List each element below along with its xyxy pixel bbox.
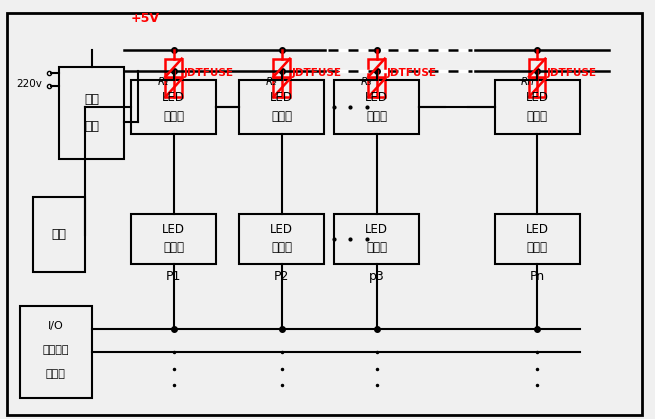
Text: I/O: I/O [48, 321, 64, 331]
Text: 显示屏: 显示屏 [163, 241, 184, 254]
Text: R₁: R₁ [158, 77, 170, 87]
Text: LED: LED [365, 223, 388, 236]
Text: +5V: +5V [131, 12, 160, 26]
Text: LED: LED [162, 91, 185, 103]
Text: 驱动板: 驱动板 [163, 110, 184, 123]
Text: LED: LED [365, 91, 388, 103]
Text: p3: p3 [369, 270, 384, 283]
Text: 驱动板: 驱动板 [366, 110, 387, 123]
Text: Rn: Rn [520, 77, 534, 87]
Text: 信号分配: 信号分配 [43, 345, 69, 355]
Bar [495, 80, 580, 134]
Text: R₃: R₃ [361, 77, 373, 87]
Text: P1: P1 [166, 270, 181, 283]
Bar [20, 306, 92, 398]
Bar [239, 214, 324, 264]
Bar [131, 80, 216, 134]
Bar [165, 79, 181, 97]
Text: LED: LED [270, 91, 293, 103]
Text: LED: LED [270, 223, 293, 236]
Text: 显示屏: 显示屏 [527, 241, 548, 254]
Text: 显示屏: 显示屏 [271, 241, 292, 254]
Bar [334, 80, 419, 134]
Text: JDTFUSE: JDTFUSE [386, 68, 436, 78]
Text: 驱动板: 驱动板 [527, 110, 548, 123]
Text: R₂: R₂ [266, 77, 278, 87]
Text: 开关: 开关 [84, 93, 99, 106]
Text: LED: LED [162, 223, 185, 236]
Text: 电源: 电源 [84, 120, 99, 134]
Text: LED: LED [525, 223, 549, 236]
Text: JDTFUSE: JDTFUSE [183, 68, 233, 78]
Text: 驱动板: 驱动板 [271, 110, 292, 123]
Bar [529, 59, 545, 77]
Text: LED: LED [525, 91, 549, 103]
Bar [274, 79, 290, 97]
Bar [495, 214, 580, 264]
Text: 控制板: 控制板 [46, 369, 66, 379]
Text: 电脑: 电脑 [52, 228, 66, 241]
Bar [165, 59, 181, 77]
Bar [274, 59, 290, 77]
Text: 显示屏: 显示屏 [366, 241, 387, 254]
Bar [529, 79, 545, 97]
Bar [368, 59, 385, 77]
Text: JDTFUSE: JDTFUSE [547, 68, 597, 78]
Bar [33, 197, 85, 272]
Text: Pn: Pn [529, 270, 545, 283]
Bar [131, 214, 216, 264]
Text: 220v: 220v [16, 79, 43, 89]
Bar [239, 80, 324, 134]
Text: JDTFUSE: JDTFUSE [291, 68, 341, 78]
Bar [368, 79, 385, 97]
Text: P2: P2 [274, 270, 290, 283]
Bar [59, 67, 124, 159]
Bar [334, 214, 419, 264]
